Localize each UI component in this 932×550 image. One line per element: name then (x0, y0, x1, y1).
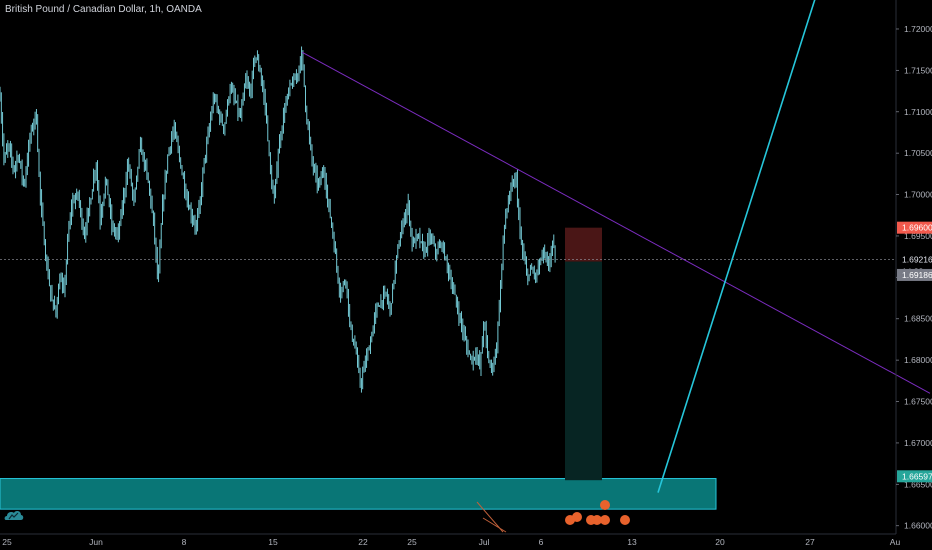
stop-price-tag-label: 1.69600 (902, 223, 932, 233)
x-tick-label: 25 (407, 537, 417, 547)
time-axis[interactable]: 25 Jun 8 15 22 25 Jul 6 13 20 27 Au (0, 533, 901, 547)
y-tick-label: 1.69500 (904, 231, 932, 241)
stop-zone[interactable] (565, 227, 602, 262)
y-tick-label: 1.70500 (904, 148, 932, 158)
current-price-tag (897, 253, 932, 266)
event-marker[interactable] (620, 515, 630, 525)
y-tick-label: 1.70000 (904, 190, 932, 200)
chart-title: British Pound / Canadian Dollar, 1h, OAN… (5, 4, 202, 15)
y-tick-label: 1.72000 (904, 24, 932, 34)
x-tick-label: 6 (539, 537, 544, 547)
y-tick-label: 1.67500 (904, 397, 932, 407)
y-tick-label: 1.71000 (904, 107, 932, 117)
x-tick-label: 20 (715, 537, 725, 547)
event-marker[interactable] (592, 515, 602, 525)
zones-layer (0, 227, 717, 510)
candles-layer (0, 46, 556, 393)
x-tick-label: Au (890, 537, 901, 547)
y-tick-label: 1.66500 (904, 479, 932, 489)
event-marker[interactable] (600, 515, 610, 525)
x-tick-label: Jun (89, 537, 103, 547)
support-zone[interactable] (0, 478, 717, 510)
trendlines-layer (301, 0, 931, 493)
x-tick-label: 15 (268, 537, 278, 547)
trendline-ascending[interactable] (657, 0, 816, 493)
event-marker[interactable] (600, 500, 610, 510)
x-tick-label: 13 (627, 537, 637, 547)
target-price-tag-label: 1.66597 (902, 471, 932, 481)
x-tick-label: 27 (805, 537, 815, 547)
target-zone[interactable] (565, 261, 602, 481)
y-tick-label: 1.66000 (904, 521, 932, 531)
tradingview-logo-icon (4, 510, 24, 520)
x-tick-label: Jul (479, 537, 490, 547)
x-tick-label: 8 (182, 537, 187, 547)
current-price-tag-label: 1.69216 (902, 254, 932, 264)
y-tick-label: 1.67000 (904, 438, 932, 448)
price-axis[interactable]: 1.72000 1.71500 1.71000 1.70500 1.70000 1.695… (895, 0, 932, 534)
stop-price-tag (897, 221, 932, 234)
event-marker[interactable] (572, 512, 582, 522)
y-tick-label: 1.71500 (904, 65, 932, 75)
entry-price-tag (897, 268, 932, 281)
entry-price-tag-label: 1.69186 (902, 270, 932, 280)
x-tick-label: 25 (2, 537, 12, 547)
y-tick-label: 1.68500 (904, 314, 932, 324)
target-price-tag (897, 470, 932, 483)
y-tick-label: 1.68000 (904, 355, 932, 365)
event-markers[interactable] (476, 500, 630, 533)
trendline-descending[interactable] (301, 51, 931, 394)
x-tick-label: 22 (358, 537, 368, 547)
arrow-marker (482, 517, 507, 533)
